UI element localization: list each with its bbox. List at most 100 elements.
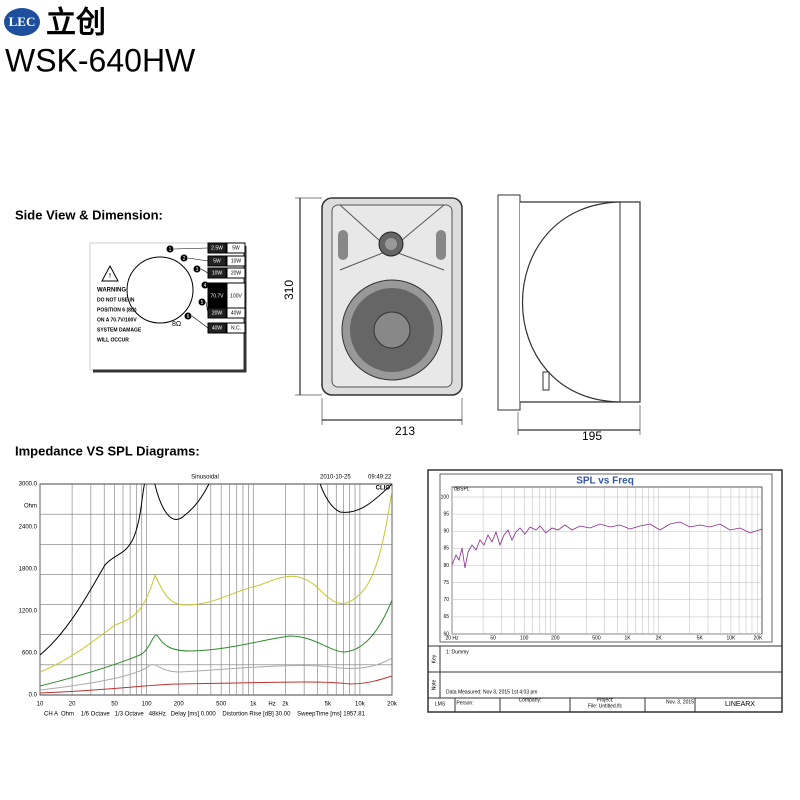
- spl-curve: [451, 521, 763, 569]
- tap-100v: 5W: [232, 245, 240, 251]
- tap-number: 3: [196, 267, 199, 273]
- tap-70v: 20W: [212, 310, 223, 316]
- y-tick-label: 0.0: [29, 693, 38, 699]
- brand: CLIO: [376, 486, 391, 492]
- tap-number-badge: [193, 265, 201, 273]
- x-tick-label: 20 Hz: [445, 635, 459, 641]
- x-tick-label: 50: [111, 702, 118, 708]
- y-tick-label: 3000.0: [19, 482, 38, 488]
- y-tick-label: 65: [443, 614, 449, 620]
- tap-box: [207, 307, 227, 319]
- warning-icon: [101, 264, 119, 282]
- knob: [542, 371, 550, 391]
- contour: [521, 201, 621, 403]
- warning-line: ON A 70.7V/100V: [97, 317, 137, 323]
- tap-number: 6: [187, 314, 190, 320]
- tap-100v: N.C.: [231, 325, 241, 331]
- x-tick-label: 20K: [754, 635, 764, 641]
- tap-70v: 5W: [213, 258, 221, 264]
- x-tick-label: 200: [174, 702, 185, 708]
- y-tick-label: 600.0: [22, 651, 38, 657]
- x-tick-label: 20k: [387, 702, 398, 708]
- y-tick-label: 2400.0: [19, 525, 38, 531]
- tap-box: [226, 322, 246, 334]
- lead: [200, 268, 209, 274]
- warning-line: WARNING:: [97, 288, 128, 294]
- footer-cell: LMS: [435, 701, 446, 707]
- tap-box: [226, 255, 246, 267]
- y-tick-label: Ohm: [24, 504, 37, 510]
- curve-green: [40, 599, 392, 687]
- tap-70v: 10W: [212, 270, 223, 276]
- tap-number-badge: [166, 245, 174, 253]
- footer: CH A Ohm 1/6 Octave 1/3 Octave 48kHz Del…: [44, 712, 366, 718]
- title: SPL vs Freq: [576, 476, 634, 487]
- tap-number: 5: [201, 300, 204, 306]
- plot-frame: [39, 483, 393, 696]
- y-tick-label: 70: [443, 597, 449, 603]
- bracket: [497, 194, 521, 411]
- key-label: Key: [431, 654, 437, 663]
- mode: Sinusoidal: [191, 475, 219, 481]
- tap-number: 2: [183, 256, 186, 262]
- y-tick-label: 95: [443, 511, 449, 517]
- x-tick-label: 5K: [697, 635, 704, 641]
- curve-black: [40, 484, 392, 656]
- y-tick-label: 85: [443, 546, 449, 552]
- width: 213: [395, 424, 415, 438]
- footer-cell: Nov. 3, 2015: [666, 699, 694, 705]
- tap-box: [207, 242, 227, 254]
- heading: Side View & Dimension:: [15, 207, 163, 222]
- footer-cell: Project:: [597, 697, 614, 703]
- tap-100v: 20W: [231, 270, 242, 276]
- curve-gray: [40, 657, 392, 691]
- footer-cell: File: Untitled.lfc: [588, 703, 623, 709]
- lead: [173, 247, 209, 250]
- tap-box: [226, 267, 246, 279]
- tap-number: 1: [169, 247, 172, 253]
- side-view: 195: [497, 194, 641, 443]
- warning-line: DO NOT USE IN: [97, 297, 135, 303]
- tap-70v: 70.7V: [210, 293, 224, 299]
- tap-box: [226, 307, 246, 319]
- height: 310: [282, 280, 296, 300]
- lead: [191, 315, 209, 329]
- x-tick-label: 500: [592, 635, 601, 641]
- tap-70v: 2.5W: [211, 245, 223, 251]
- tap-number-badge: [184, 312, 192, 320]
- y-tick-label: 80: [443, 563, 449, 569]
- tap-box: [207, 255, 227, 267]
- key: 1: Dummy: [446, 649, 469, 655]
- x-tick-label: 10: [37, 702, 44, 708]
- depth: 195: [582, 429, 602, 443]
- x-tick-label: 2k: [282, 702, 289, 708]
- x-tick-label: Hz: [268, 702, 275, 708]
- tap-box: [226, 242, 246, 254]
- impedance: 8Ω: [172, 321, 181, 328]
- y-tick-label: 1200.0: [19, 609, 38, 615]
- x-tick-label: 1k: [250, 702, 257, 708]
- note-label: Note: [431, 680, 437, 691]
- warning-line: POSITION 6 (8Ω): [97, 307, 137, 313]
- tap-number: 4: [204, 283, 207, 289]
- tap-number-badge: [201, 281, 209, 289]
- impedance-graph: Sinusoidal 2010-10-25 09:49:22 CLIO CH A…: [39, 475, 393, 718]
- logo-badge: [4, 8, 40, 36]
- y-tick-label: 60: [443, 631, 449, 637]
- x-tick-label: 100: [142, 702, 153, 708]
- front-view: 310 213: [282, 197, 463, 438]
- time: 09:49:22: [368, 475, 392, 481]
- x-tick-label: 100: [520, 635, 529, 641]
- y-tick-label: 75: [443, 580, 449, 586]
- model: WSK-640HW: [5, 42, 196, 78]
- date: 2010-10-25: [320, 475, 351, 481]
- transformer: [126, 256, 194, 324]
- warning-line: WILL OCCUR: [97, 337, 129, 343]
- x-tick-label: 2K: [656, 635, 663, 641]
- x-tick-label: 500: [216, 702, 227, 708]
- tweeter-dome: [385, 238, 397, 250]
- curve-yellow: [40, 489, 392, 673]
